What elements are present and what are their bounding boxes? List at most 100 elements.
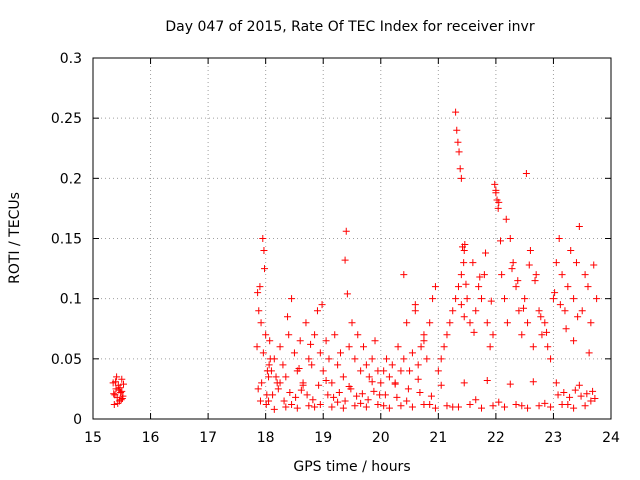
roti-point [489, 402, 497, 410]
roti-point [476, 273, 484, 281]
roti-point [316, 401, 324, 409]
roti-point [339, 404, 347, 412]
roti-point [295, 364, 303, 372]
roti-point [489, 331, 497, 339]
roti-point [302, 319, 310, 327]
roti-point [514, 277, 522, 285]
roti-point [449, 307, 457, 315]
roti-point [308, 361, 316, 369]
roti-point [414, 361, 422, 369]
roti-point [368, 355, 376, 363]
roti-point [260, 247, 268, 255]
roti-point [529, 343, 537, 351]
roti-point [502, 215, 510, 223]
roti-point [575, 222, 583, 230]
roti-point [472, 396, 480, 404]
roti-point [116, 384, 124, 392]
roti-point [570, 337, 578, 345]
roti-point [257, 319, 265, 327]
roti-point [554, 391, 562, 399]
roti-point [567, 247, 575, 255]
roti-point [454, 138, 462, 146]
roti-point [521, 295, 529, 303]
roti-point [351, 355, 359, 363]
roti-point [454, 403, 462, 411]
roti-point [512, 401, 520, 409]
roti-point [341, 397, 349, 405]
y-axis-title: ROTI / TECUs [7, 192, 23, 284]
x-tick-label: 15 [84, 430, 102, 446]
x-tick-label: 24 [602, 430, 620, 446]
roti-point [255, 307, 263, 315]
roti-point [114, 399, 122, 407]
roti-point [535, 307, 543, 315]
roti-point [543, 328, 551, 336]
roti-point [591, 395, 599, 403]
roti-point [406, 367, 414, 375]
x-tick-label: 21 [429, 430, 447, 446]
roti-point [253, 343, 261, 351]
roti-point [276, 379, 284, 387]
roti-point [112, 385, 120, 393]
roti-point [365, 373, 373, 381]
data-points [109, 108, 601, 413]
roti-point [547, 355, 555, 363]
roti-point [524, 319, 532, 327]
roti-point [324, 391, 332, 399]
roti-point [434, 367, 442, 375]
roti-point [279, 361, 287, 369]
roti-point [357, 367, 365, 375]
roti-point [544, 343, 552, 351]
roti-point [480, 271, 488, 279]
roti-point [403, 319, 411, 327]
roti-point [380, 367, 388, 375]
roti-point [259, 235, 267, 242]
roti-point [364, 396, 372, 404]
roti-point [270, 355, 278, 363]
roti-point [501, 295, 509, 303]
roti-point [420, 337, 428, 345]
roti-point [581, 402, 589, 410]
roti-point [113, 373, 121, 381]
roti-point [460, 313, 468, 321]
roti-point [403, 397, 411, 405]
roti-point [381, 391, 389, 399]
roti-point [501, 403, 509, 411]
roti-point [394, 343, 402, 351]
roti-point [262, 331, 270, 339]
roti-point [561, 307, 569, 315]
y-tick-label: 0.3 [60, 51, 82, 67]
roti-point [564, 283, 572, 291]
roti-point [420, 401, 428, 409]
roti-point [293, 404, 301, 412]
roti-point [290, 349, 298, 357]
roti-point [456, 165, 464, 173]
roti-point [431, 404, 439, 412]
roti-point [284, 313, 292, 321]
roti-point [118, 375, 126, 383]
roti-point [494, 204, 502, 212]
roti-point [285, 331, 293, 339]
roti-point [581, 271, 589, 279]
roti-point [400, 355, 408, 363]
roti-point [508, 265, 516, 273]
x-tick-label: 19 [314, 430, 332, 446]
roti-point [469, 259, 477, 267]
roti-point [503, 319, 511, 327]
roti-point [472, 307, 480, 315]
roti-point [522, 170, 530, 178]
roti-point [358, 390, 366, 398]
roti-point [411, 301, 419, 309]
roti-point [466, 401, 474, 409]
roti-point [307, 340, 315, 348]
roti-point [267, 367, 275, 375]
roti-point [351, 402, 359, 410]
roti-point [259, 349, 267, 357]
roti-point [118, 395, 126, 403]
roti-point [515, 307, 523, 315]
roti-point [400, 271, 408, 279]
roti-point [110, 390, 118, 398]
roti-point [492, 189, 500, 197]
roti-point [322, 337, 330, 345]
roti-point [111, 378, 119, 386]
